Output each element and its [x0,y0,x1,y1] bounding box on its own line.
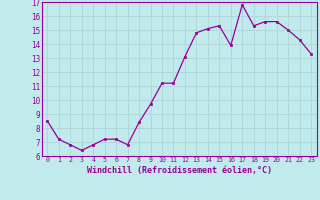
X-axis label: Windchill (Refroidissement éolien,°C): Windchill (Refroidissement éolien,°C) [87,166,272,175]
